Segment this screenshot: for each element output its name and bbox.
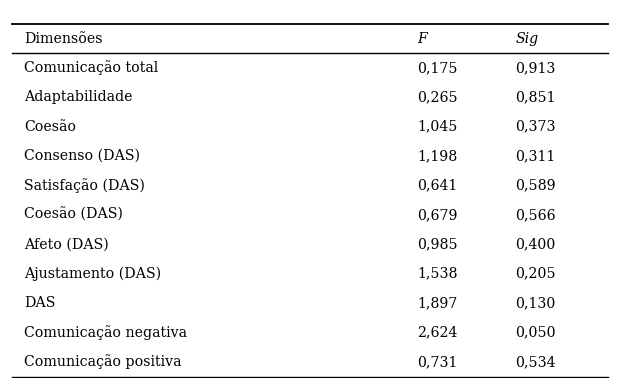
Text: Afeto (DAS): Afeto (DAS) [24,237,109,251]
Text: 0,265: 0,265 [417,90,458,104]
Text: 0,851: 0,851 [515,90,556,104]
Text: 0,679: 0,679 [417,208,458,222]
Text: 0,205: 0,205 [515,267,556,281]
Text: Sig: Sig [515,32,538,46]
Text: 0,534: 0,534 [515,355,556,369]
Text: 0,985: 0,985 [417,237,458,251]
Text: 0,373: 0,373 [515,120,556,134]
Text: DAS: DAS [24,296,56,310]
Text: 1,045: 1,045 [417,120,458,134]
Text: 0,400: 0,400 [515,237,556,251]
Text: 0,130: 0,130 [515,296,556,310]
Text: F: F [417,32,427,46]
Text: 0,913: 0,913 [515,61,556,75]
Text: Satisfação (DAS): Satisfação (DAS) [24,178,145,193]
Text: Coesão (DAS): Coesão (DAS) [24,208,123,222]
Text: 0,050: 0,050 [515,325,556,339]
Text: Comunicação total: Comunicação total [24,60,159,76]
Text: Ajustamento (DAS): Ajustamento (DAS) [24,266,161,281]
Text: Adaptabilidade: Adaptabilidade [24,90,133,104]
Text: Dimensões: Dimensões [24,32,103,46]
Text: Comunicação positiva: Comunicação positiva [24,355,182,369]
Text: 0,589: 0,589 [515,178,556,192]
Text: Consenso (DAS): Consenso (DAS) [24,149,140,163]
Text: 0,641: 0,641 [417,178,458,192]
Text: 0,311: 0,311 [515,149,556,163]
Text: 0,566: 0,566 [515,208,556,222]
Text: 0,731: 0,731 [417,355,458,369]
Text: Comunicação negativa: Comunicação negativa [24,325,187,340]
Text: 0,175: 0,175 [417,61,458,75]
Text: 1,897: 1,897 [417,296,458,310]
Text: 1,198: 1,198 [417,149,458,163]
Text: 1,538: 1,538 [417,267,458,281]
Text: Coesão: Coesão [24,120,76,134]
Text: 2,624: 2,624 [417,325,458,339]
